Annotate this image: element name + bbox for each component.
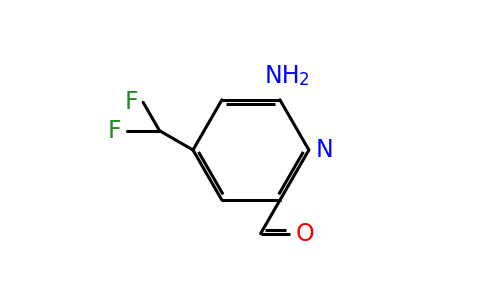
Text: O: O	[296, 222, 315, 246]
Text: F: F	[124, 90, 138, 114]
Text: F: F	[108, 119, 121, 143]
Text: NH: NH	[265, 64, 301, 88]
Text: N: N	[316, 138, 333, 162]
Text: 2: 2	[298, 71, 309, 89]
